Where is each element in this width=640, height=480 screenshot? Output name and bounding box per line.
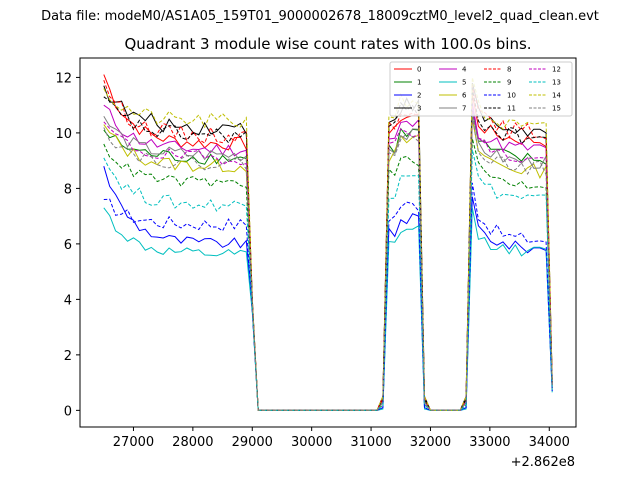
series-line-6 <box>103 118 553 411</box>
series-line-12 <box>103 107 553 411</box>
x-tick-label: 34000 <box>529 435 570 450</box>
x-tick-label: 32000 <box>410 435 451 450</box>
series-line-9 <box>103 138 553 411</box>
series-line-0 <box>103 74 553 411</box>
legend-label-7: 7 <box>462 105 466 113</box>
series-line-7 <box>103 113 553 411</box>
figure-suptitle: Data file: modeM0/AS1A05_159T01_90000026… <box>41 9 599 24</box>
series-layer <box>103 74 553 411</box>
chart-title: Quadrant 3 module wise count rates with … <box>124 35 531 53</box>
x-tick-label: 27000 <box>113 435 154 450</box>
legend-label-13: 13 <box>552 79 561 87</box>
series-line-14 <box>103 77 553 411</box>
legend-label-3: 3 <box>417 105 421 113</box>
series-line-15 <box>103 116 553 411</box>
legend-box <box>389 61 573 117</box>
series-line-10 <box>103 182 553 411</box>
x-tick-label: 33000 <box>469 435 510 450</box>
x-tick-label: 28000 <box>172 435 213 450</box>
y-tick-label: 4 <box>64 293 72 308</box>
legend-label-11: 11 <box>507 105 516 113</box>
series-line-2 <box>103 166 553 411</box>
y-tick-label: 8 <box>64 182 72 197</box>
y-tick-label: 2 <box>64 349 72 364</box>
axis-layer: 27000 28000 29000 30000 31000 32000 33000 34000… <box>55 71 569 450</box>
legend-label-6: 6 <box>462 92 467 100</box>
x-tick-label: 29000 <box>232 435 273 450</box>
legend-label-14: 14 <box>552 92 561 100</box>
legend-label-1: 1 <box>417 79 421 87</box>
x-tick-label: 31000 <box>350 435 391 450</box>
legend-label-2: 2 <box>417 92 421 100</box>
x-tick-label: 30000 <box>291 435 332 450</box>
legend-label-9: 9 <box>507 79 511 87</box>
y-tick-label: 10 <box>55 127 72 142</box>
legend-label-0: 0 <box>417 66 421 74</box>
y-tick-label: 6 <box>64 238 72 253</box>
legend-label-5: 5 <box>462 79 466 87</box>
x-offset-label: +2.862e8 <box>511 455 575 470</box>
series-line-13 <box>103 149 553 411</box>
legend-label-15: 15 <box>552 105 561 113</box>
y-tick-label: 0 <box>64 404 72 419</box>
series-line-5 <box>103 207 553 411</box>
legend-label-4: 4 <box>462 66 467 74</box>
legend-label-8: 8 <box>507 66 511 74</box>
plot-frame <box>79 57 577 428</box>
y-tick-label: 12 <box>55 71 72 86</box>
legend-label-12: 12 <box>552 66 561 74</box>
legend-label-10: 10 <box>507 92 516 100</box>
